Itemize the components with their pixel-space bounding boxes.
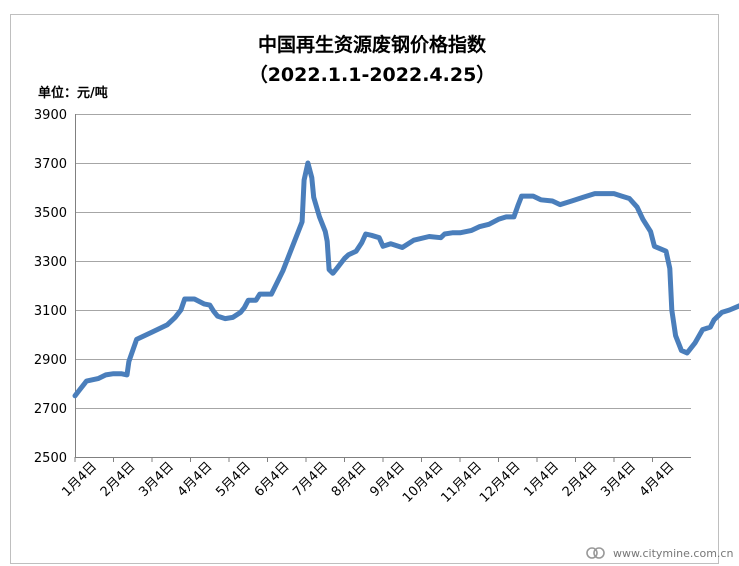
y-tick-label: 2500 — [34, 451, 67, 466]
y-tick-label: 2700 — [34, 402, 67, 417]
y-axis-tick-labels: 2500 2700 2900 3100 3300 3500 3700 3900 — [34, 108, 67, 466]
series-layer — [72, 160, 739, 399]
watermark-site: www.citymine.com.cn — [613, 547, 733, 560]
y-tick-label: 3700 — [34, 157, 67, 172]
y-tick-label: 3100 — [34, 304, 67, 319]
y-tick-label: 3500 — [34, 206, 67, 221]
series-line-0 — [72, 160, 739, 399]
y-tick-label: 3300 — [34, 255, 67, 270]
watermark: www.citymine.com.cn — [586, 547, 733, 560]
y-tick-label: 2900 — [34, 353, 67, 368]
y-axis-unit-label: 单位：元/吨 — [38, 85, 108, 101]
axes — [74, 114, 691, 462]
chart-outer-border — [10, 14, 719, 564]
citymine-logo-icon — [586, 547, 605, 559]
chart-title: 中国再生资源废钢价格指数 — [258, 33, 487, 56]
chart-subtitle: （2022.1.1-2022.4.25） — [249, 63, 496, 86]
gridlines — [75, 114, 691, 409]
y-tick-label: 3900 — [34, 108, 67, 123]
